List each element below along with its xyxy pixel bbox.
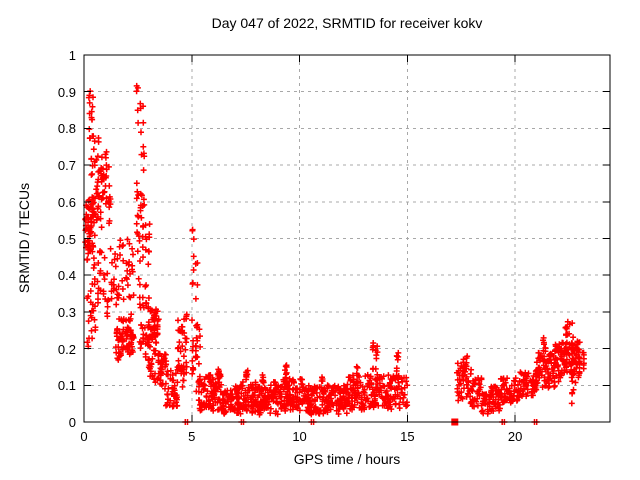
- y-tick-label: 0.5: [57, 231, 76, 247]
- y-tick-label: 0.2: [57, 341, 76, 357]
- y-tick-label: 0.7: [57, 158, 76, 174]
- y-tick-label: 0: [68, 415, 76, 430]
- chart-title: Day 047 of 2022, SRMTID for receiver kok…: [211, 15, 483, 31]
- x-tick-label: 20: [507, 429, 523, 444]
- y-tick-label: 0.6: [57, 194, 76, 210]
- y-tick-label: 0.3: [57, 304, 76, 320]
- x-tick-label: 10: [292, 429, 307, 444]
- x-tick-label: 15: [400, 429, 415, 444]
- x-tick-label: 5: [188, 429, 196, 444]
- y-tick-label: 1: [68, 48, 76, 63]
- y-tick-label: 0.9: [57, 84, 76, 100]
- y-axis-label: SRMTID / TECUs: [16, 182, 32, 294]
- y-tick-label: 0.8: [57, 121, 76, 137]
- y-tick-label: 0.4: [57, 268, 76, 284]
- y-tick-label: 0.1: [57, 378, 76, 394]
- x-tick-label: 0: [80, 429, 88, 444]
- scatter-points: [82, 82, 587, 425]
- axis-ticks: [83, 54, 610, 423]
- x-axis-label: GPS time / hours: [293, 451, 401, 467]
- grid-lines: [84, 55, 610, 422]
